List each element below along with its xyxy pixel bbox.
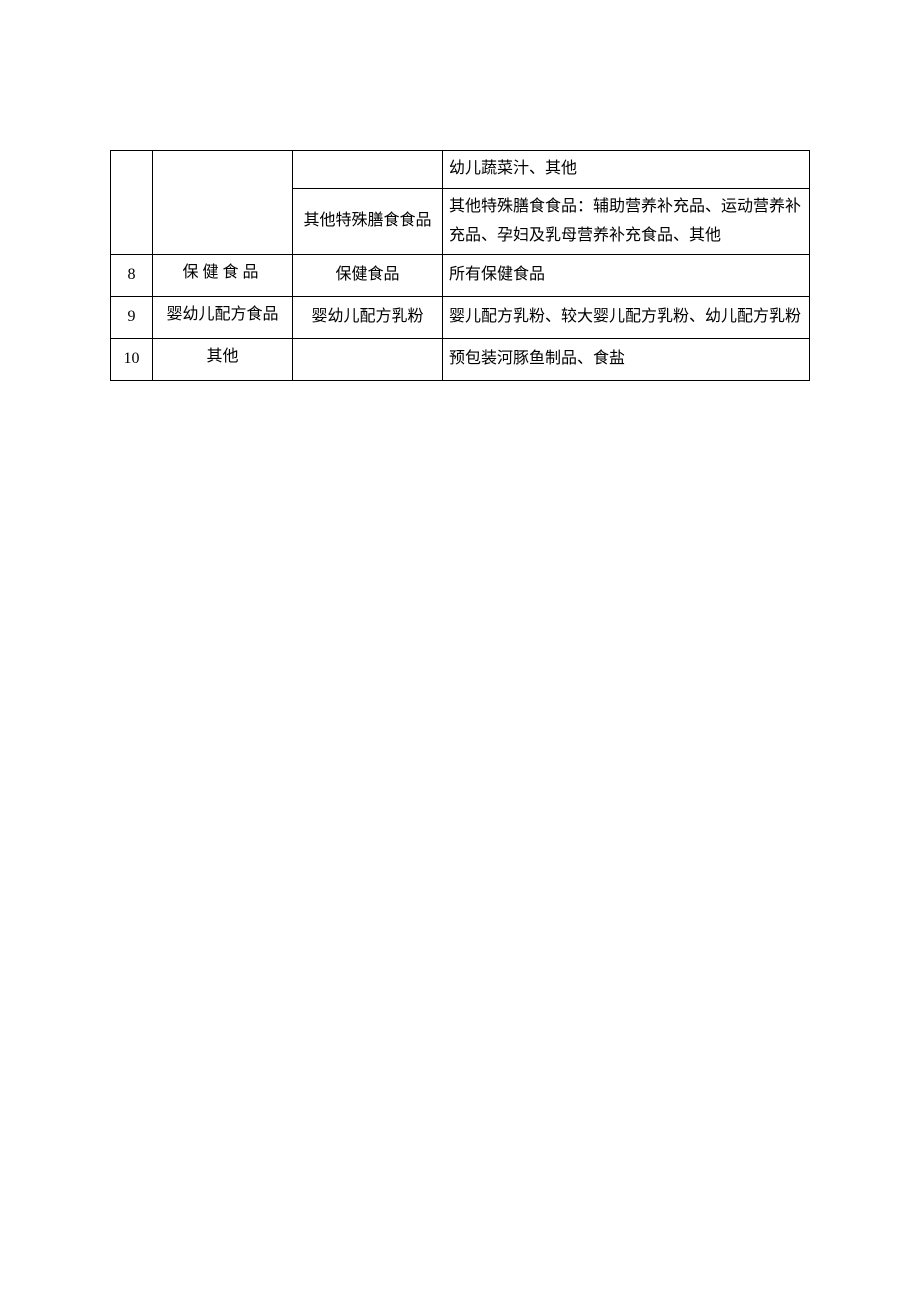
subcategory-cell: 婴幼儿配方乳粉 (293, 297, 443, 339)
category-cell: 保健食品 (153, 255, 293, 297)
description-cell: 所有保健食品 (443, 255, 810, 297)
row-number-cell: 9 (111, 297, 153, 339)
description-cell: 其他特殊膳食食品：辅助营养补充品、运动营养补充品、孕妇及乳母营养补充食品、其他 (443, 188, 810, 255)
row-number-cell: 10 (111, 338, 153, 380)
description-cell: 幼儿蔬菜汁、其他 (443, 151, 810, 189)
table-row: 9 婴幼儿配方食品 婴幼儿配方乳粉 婴儿配方乳粉、较大婴儿配方乳粉、幼儿配方乳粉 (111, 297, 810, 339)
table-row: 幼儿蔬菜汁、其他 (111, 151, 810, 189)
subcategory-cell (293, 151, 443, 189)
subcategory-cell: 保健食品 (293, 255, 443, 297)
description-cell: 婴儿配方乳粉、较大婴儿配方乳粉、幼儿配方乳粉 (443, 297, 810, 339)
category-cell (153, 151, 293, 255)
row-number-cell (111, 151, 153, 255)
description-cell: 预包装河豚鱼制品、食盐 (443, 338, 810, 380)
category-cell: 婴幼儿配方食品 (153, 297, 293, 339)
food-category-table: 幼儿蔬菜汁、其他 其他特殊膳食食品 其他特殊膳食食品：辅助营养补充品、运动营养补… (110, 150, 810, 381)
row-number-cell: 8 (111, 255, 153, 297)
category-cell: 其他 (153, 338, 293, 380)
table-row: 10 其他 预包装河豚鱼制品、食盐 (111, 338, 810, 380)
subcategory-cell: 其他特殊膳食食品 (293, 188, 443, 255)
table-row: 8 保健食品 保健食品 所有保健食品 (111, 255, 810, 297)
subcategory-cell (293, 338, 443, 380)
